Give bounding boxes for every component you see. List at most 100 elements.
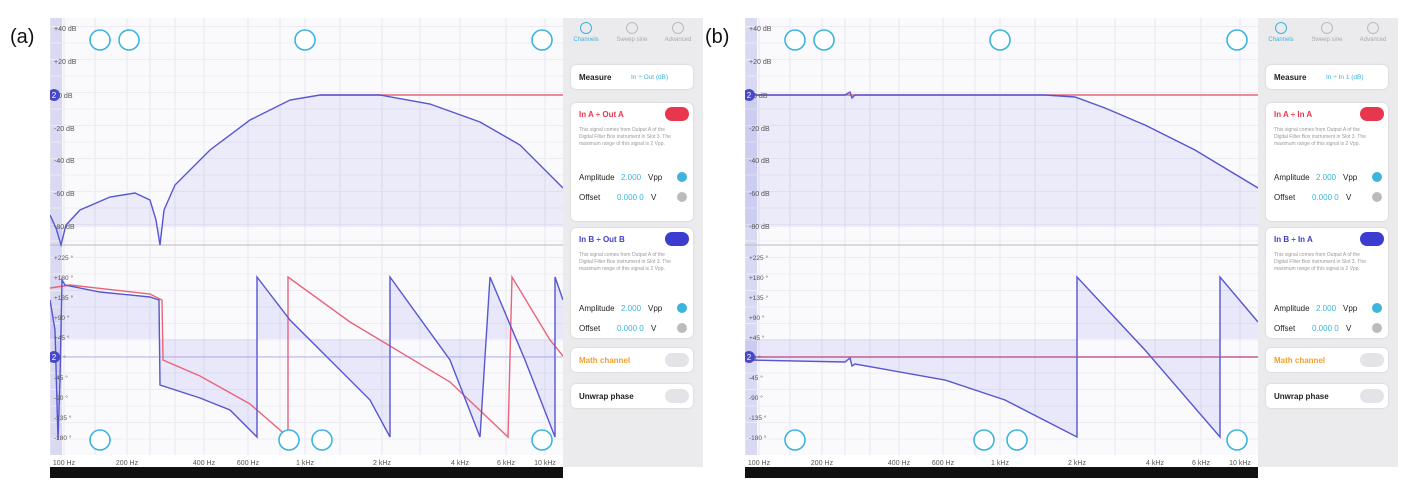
phase-tick: +225 ° xyxy=(749,254,768,262)
phase-tick: +90 ° xyxy=(54,314,70,322)
option-card: Math channel xyxy=(1266,348,1388,372)
frequency-tick: 200 Hz xyxy=(116,460,139,467)
offset-unit: V xyxy=(651,193,657,202)
option-label: Math channel xyxy=(579,356,631,365)
toggle[interactable] xyxy=(665,232,689,246)
frequency-tick: 10 kHz xyxy=(1229,460,1251,467)
icon-button xyxy=(1006,429,1028,451)
toggle[interactable] xyxy=(1360,107,1384,121)
frequency-tick: 600 Hz xyxy=(932,460,955,467)
tab-icon xyxy=(1367,22,1379,34)
option-card: Math channel xyxy=(571,348,693,372)
tab-label: Channels xyxy=(1268,37,1294,43)
tab[interactable]: Sweep sine xyxy=(1304,22,1350,43)
offset-button[interactable] xyxy=(677,192,687,202)
tab[interactable]: Sweep sine xyxy=(609,22,655,43)
channel-title: In B ÷ Out B xyxy=(579,235,625,244)
magnitude-tick: -60 dB xyxy=(54,191,75,198)
magnitude-tick: +20 dB xyxy=(54,59,77,66)
tab-icon xyxy=(1275,22,1287,34)
magnitude-tick: -20 dB xyxy=(54,126,75,133)
frequency-tick: 2 kHz xyxy=(373,460,391,467)
marker-text: 2 xyxy=(52,353,57,362)
phase-tick: +0 ° xyxy=(54,354,66,362)
channel-title: In A ÷ Out A xyxy=(579,110,624,119)
frequency-tick: 600 Hz xyxy=(237,460,260,467)
toggle[interactable] xyxy=(665,389,689,403)
tab[interactable]: Channels xyxy=(1258,22,1304,43)
frequency-tick: 2 kHz xyxy=(1068,460,1086,467)
channel-card: In A ÷ Out A This signal comes from Outpu… xyxy=(571,103,693,221)
offset-value: 0.000 0 xyxy=(617,193,644,202)
option-label: Unwrap phase xyxy=(1274,392,1329,401)
measure-label: Measure xyxy=(1274,73,1307,82)
phase-tick: -135 ° xyxy=(54,414,72,422)
phase-tick: -45 ° xyxy=(54,374,68,382)
option-label: Unwrap phase xyxy=(579,392,634,401)
phase-tick: -135 ° xyxy=(749,414,767,422)
marker-dot xyxy=(745,89,755,101)
marker-dot xyxy=(745,351,755,363)
toggle[interactable] xyxy=(1360,389,1384,403)
frequency-tick: 200 Hz xyxy=(811,460,834,467)
tab[interactable]: Advanced xyxy=(655,22,701,43)
measure-label: Measure xyxy=(579,73,612,82)
offset-button[interactable] xyxy=(1372,192,1382,202)
amplitude-unit: Vpp xyxy=(648,173,663,182)
magnitude-tick: -60 dB xyxy=(749,191,770,198)
tab[interactable]: Advanced xyxy=(1350,22,1396,43)
icon-button xyxy=(813,29,835,51)
panel-label: (b) xyxy=(705,26,730,48)
toggle[interactable] xyxy=(665,353,689,367)
magnitude-tick: +0 dB xyxy=(54,93,73,100)
toggle[interactable] xyxy=(1360,353,1384,367)
channel-card: In B ÷ In A This signal comes from Output… xyxy=(1266,228,1388,338)
offset-unit: V xyxy=(651,324,657,333)
icon-button xyxy=(118,29,140,51)
channel-description: This signal comes from Output A of the D… xyxy=(579,127,671,147)
offset-label: Offset xyxy=(1274,193,1296,202)
channel-description: This signal comes from Output A of the D… xyxy=(579,252,671,272)
icon-button xyxy=(973,429,995,451)
frequency-tick: 400 Hz xyxy=(888,460,911,467)
amplitude-value: 2.000 xyxy=(1316,173,1337,182)
tab-label: Advanced xyxy=(1359,37,1387,43)
bottom-bar xyxy=(50,467,563,478)
icon-button xyxy=(989,29,1011,51)
offset-button[interactable] xyxy=(677,323,687,333)
tab-icon xyxy=(672,22,684,34)
phase-tick: +180 ° xyxy=(749,274,768,282)
offset-value: 0.000 0 xyxy=(1312,324,1339,333)
amplitude-button[interactable] xyxy=(1372,303,1382,313)
offset-value: 0.000 0 xyxy=(1312,193,1339,202)
channel-card: In A ÷ In A This signal comes from Output… xyxy=(1266,103,1388,221)
offset-label: Offset xyxy=(1274,324,1296,333)
amplitude-button[interactable] xyxy=(1372,172,1382,182)
tab-icon xyxy=(1321,22,1333,34)
amplitude-value: 2.000 xyxy=(621,173,642,182)
tab-label: Channels xyxy=(573,37,599,43)
amplitude-button[interactable] xyxy=(677,303,687,313)
toggle[interactable] xyxy=(665,107,689,121)
plot: +40 dB +20 dB +0 dB -20 dB -40 dB -60 dB -80 d… xyxy=(50,18,563,478)
amplitude-unit: Vpp xyxy=(1343,304,1358,313)
amplitude-label: Amplitude xyxy=(1274,173,1310,182)
icon-button xyxy=(1226,29,1248,51)
phase-tick: +45 ° xyxy=(749,334,765,342)
toggle[interactable] xyxy=(1360,232,1384,246)
magnitude-tick: -80 dB xyxy=(749,224,770,231)
frequency-tick: 4 kHz xyxy=(451,460,469,467)
magnitude-tick: +0 dB xyxy=(749,93,768,100)
magnitude-tick: +40 dB xyxy=(54,26,77,33)
icon-button xyxy=(531,29,553,51)
amplitude-label: Amplitude xyxy=(579,304,615,313)
amplitude-button[interactable] xyxy=(677,172,687,182)
phase-tick: +225 ° xyxy=(54,254,73,262)
icon-button xyxy=(89,429,111,451)
option-card: Unwrap phase xyxy=(571,384,693,408)
tab[interactable]: Channels xyxy=(563,22,609,43)
offset-value: 0.000 0 xyxy=(617,324,644,333)
magnitude-tick: -40 dB xyxy=(749,158,770,165)
offset-button[interactable] xyxy=(1372,323,1382,333)
